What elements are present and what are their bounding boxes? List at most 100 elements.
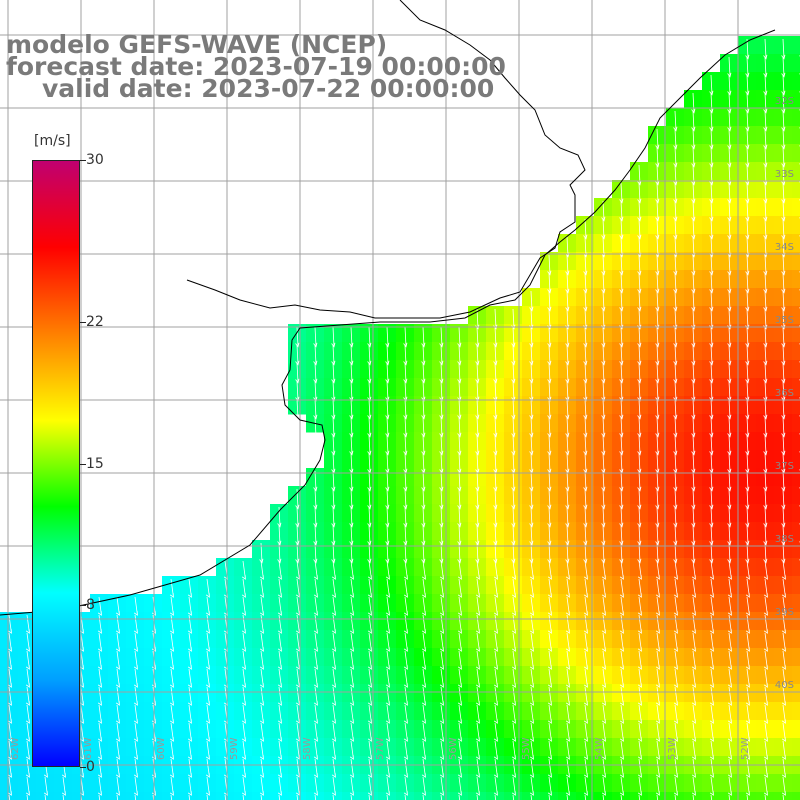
field-cell [126,666,145,685]
field-cell [702,630,721,649]
wind-arrow [583,632,588,652]
wind-arrow [97,758,102,778]
field-cell [774,702,793,721]
wind-arrow [727,56,732,78]
wind-arrow [583,524,588,546]
wind-arrow [655,416,660,438]
wind-arrow [475,560,480,580]
wind-arrow [727,596,732,616]
wind-arrow [439,470,444,492]
wind-arrow [511,776,516,796]
wind-arrow [727,434,732,456]
wind-arrow [673,380,678,402]
field-cell [90,594,109,613]
wind-arrow [781,128,786,150]
wind-arrow [331,614,336,634]
wind-arrow [529,470,534,492]
wind-arrow [691,524,696,546]
field-cell [486,594,505,613]
latitude-label: 36S [774,388,794,399]
field-cell [396,774,415,793]
forecast-date: forecast date: 2023-07-19 00:00:00 [6,52,506,81]
field-cell [450,648,469,667]
wind-arrow [475,722,480,742]
wind-arrow [763,290,768,312]
wind-arrow [745,506,750,528]
field-cell [126,612,145,631]
field-cell [648,648,667,667]
wind-arrow [601,740,606,760]
wind-arrow [133,722,138,742]
wind-arrow [241,686,246,706]
wind-arrow [367,506,372,528]
field-cell [594,594,613,613]
wind-arrow [187,704,192,724]
field-cell [396,558,415,577]
wind-arrow [673,344,678,366]
wind-arrow [475,416,480,438]
wind-arrow [493,524,498,546]
wind-arrow [583,596,588,616]
wind-arrow [313,740,318,760]
wind-arrow [475,380,480,402]
field-cell [162,594,181,613]
field-cell [792,126,800,145]
field-cell [630,576,649,595]
wind-arrow [565,632,570,652]
wind-arrow [475,776,480,796]
wind-arrow [529,380,534,402]
wind-arrow [691,146,696,168]
field-cell [144,774,163,793]
wind-arrow [403,686,408,706]
wind-arrow [493,470,498,492]
wind-arrow [763,56,768,78]
wind-arrow [493,506,498,528]
wind-arrow [655,470,660,492]
field-cell [306,684,325,703]
wind-arrow [475,398,480,420]
wind-arrow [511,344,516,366]
wind-arrow [439,668,444,688]
field-cell [558,612,577,631]
field-cell [378,630,397,649]
wind-arrow [673,668,678,688]
wind-arrow [745,614,750,634]
wind-arrow [763,218,768,240]
wind-arrow [259,722,264,742]
wind-arrow [727,326,732,348]
field-cell [450,720,469,739]
field-cell [270,702,289,721]
field-cell [792,306,800,325]
field-cell [0,774,19,793]
field-cell [504,576,523,595]
wind-arrow [205,704,210,724]
latitude-label: 35S [774,315,794,326]
wind-arrow [763,326,768,348]
wind-arrow [601,596,606,616]
field-cell [792,198,800,217]
wind-arrow [529,650,534,670]
field-cell [522,684,541,703]
field-cell [324,738,343,757]
wind-arrow [7,740,12,760]
wind-arrow [673,290,678,312]
wind-arrow [763,182,768,204]
wind-arrow [781,110,786,132]
wind-arrow [349,398,354,420]
field-cell [180,648,199,667]
wind-arrow [727,380,732,402]
wind-arrow [655,488,660,510]
wind-arrow [25,650,30,670]
wind-arrow [673,488,678,510]
field-cell [756,558,775,577]
wind-arrow [727,416,732,438]
wind-speed-field [0,36,800,800]
wind-arrow [349,704,354,724]
wind-arrow [655,272,660,294]
wind-arrow [259,614,264,634]
field-cell [756,630,775,649]
wind-arrow [709,344,714,366]
field-cell [108,648,127,667]
wind-arrow [709,596,714,616]
